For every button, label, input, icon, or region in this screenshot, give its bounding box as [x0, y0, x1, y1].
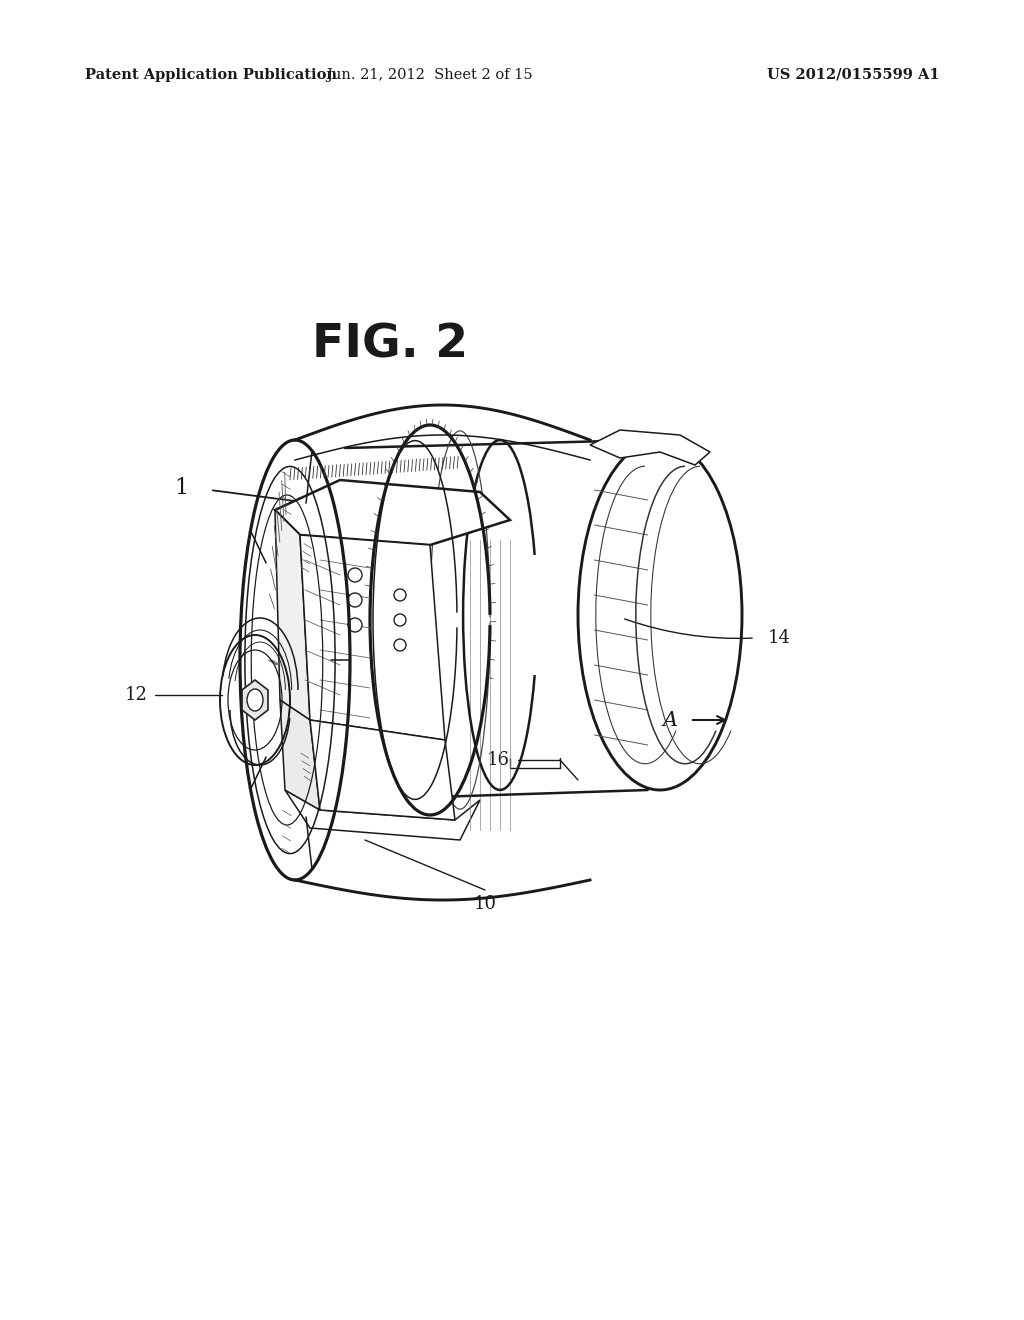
Polygon shape	[300, 535, 445, 741]
Text: Patent Application Publication: Patent Application Publication	[85, 69, 337, 82]
Polygon shape	[280, 700, 319, 810]
Polygon shape	[275, 480, 510, 545]
Text: 1: 1	[174, 477, 188, 499]
Text: 12: 12	[125, 686, 148, 704]
Polygon shape	[590, 430, 710, 465]
Ellipse shape	[394, 614, 406, 626]
Polygon shape	[275, 510, 310, 719]
Text: 10: 10	[473, 895, 497, 913]
Polygon shape	[242, 680, 268, 719]
Text: Jun. 21, 2012  Sheet 2 of 15: Jun. 21, 2012 Sheet 2 of 15	[327, 69, 534, 82]
Text: 16: 16	[487, 751, 510, 770]
Polygon shape	[310, 719, 455, 820]
Ellipse shape	[348, 593, 362, 607]
Ellipse shape	[394, 639, 406, 651]
Text: US 2012/0155599 A1: US 2012/0155599 A1	[767, 69, 940, 82]
Text: 14: 14	[768, 630, 791, 647]
Ellipse shape	[247, 689, 263, 711]
Ellipse shape	[394, 589, 406, 601]
Polygon shape	[285, 789, 480, 840]
Ellipse shape	[578, 440, 742, 789]
Text: FIG. 2: FIG. 2	[312, 322, 468, 367]
Ellipse shape	[348, 618, 362, 632]
Text: A: A	[663, 710, 678, 730]
Ellipse shape	[348, 568, 362, 582]
